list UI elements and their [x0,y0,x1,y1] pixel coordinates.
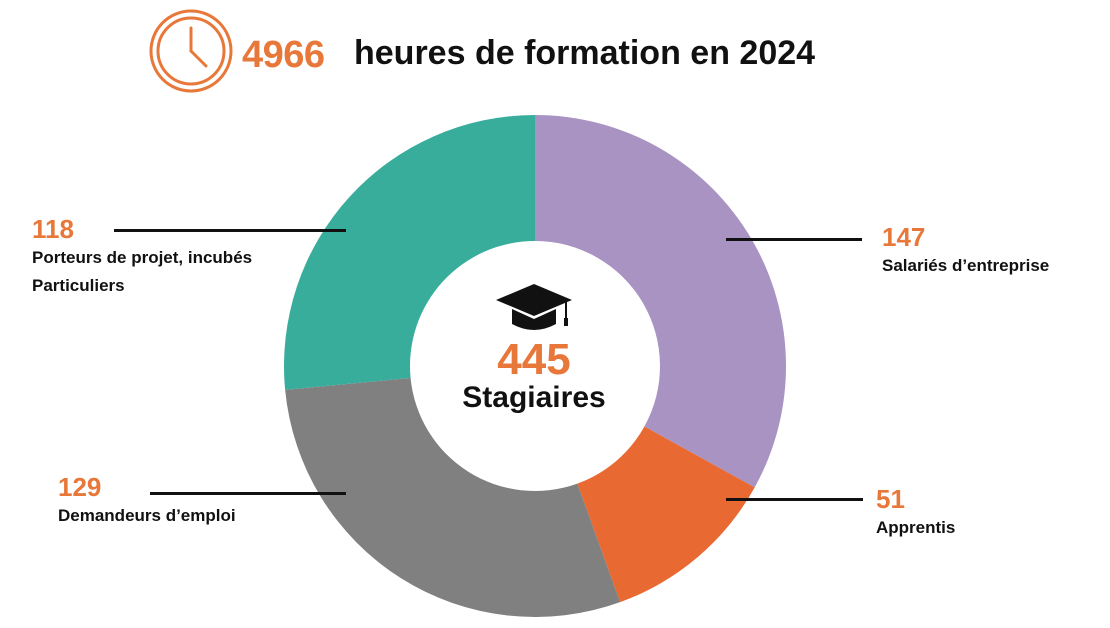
slice-name-line-2: Particuliers [32,276,125,295]
donut-slice-3 [284,115,535,390]
total-hours: 4966 [242,34,325,76]
slice-value: 147 [882,222,926,252]
donut-slice-0 [535,115,787,488]
slice-name: Apprentis [876,518,956,537]
slice-value: 129 [58,472,102,502]
donut-slice-2 [285,377,621,617]
donut-slice-1 [577,426,755,603]
slice-name: Demandeurs d’emploi [58,506,236,525]
leader-line-apprentis [726,498,863,501]
slice-label-demandeurs: 129 Demandeurs d’emploi [58,472,236,530]
center-label: Stagiaires [462,381,606,414]
total-stagiaires: 445 [497,335,571,384]
slice-name-line-1: Porteurs de projet, incubés [32,248,253,267]
graduation-cap-icon [496,284,572,330]
slice-name: Salariés d’entreprise [882,256,1050,275]
header: 4966 heures de formation en 2024 [148,8,908,98]
slice-label-salaries: 147 Salariés d’entreprise [882,222,1049,280]
slice-value: 118 [32,214,74,244]
leader-line-porteurs [114,229,346,232]
header-title: heures de formation en 2024 [354,34,816,72]
slice-label-porteurs: 118 Porteurs de projet, incubés Particul… [32,214,252,300]
clock-icon [149,9,233,93]
leader-line-salaries [726,238,862,241]
center-summary: 445 Stagiaires [434,280,634,414]
slice-value: 51 [876,484,905,514]
leader-line-demandeurs [150,492,346,495]
slice-label-apprentis: 51 Apprentis [876,484,955,542]
